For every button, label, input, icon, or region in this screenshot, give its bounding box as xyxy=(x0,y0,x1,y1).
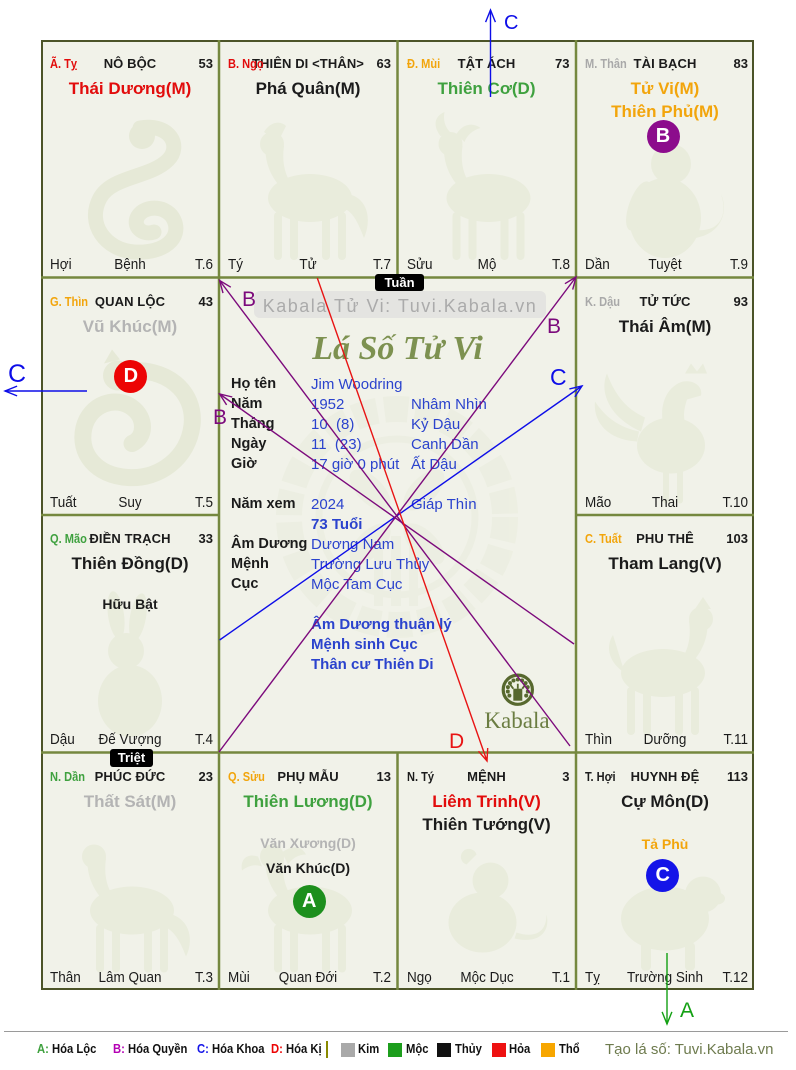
svg-text:B: B xyxy=(547,315,561,338)
svg-text:C: C xyxy=(504,12,518,34)
svg-text:C: C xyxy=(550,364,567,390)
svg-text:D: D xyxy=(449,730,464,753)
svg-text:B: B xyxy=(213,406,227,429)
svg-text:A: A xyxy=(680,999,694,1022)
svg-text:C: C xyxy=(8,360,26,388)
svg-text:B: B xyxy=(242,288,256,311)
